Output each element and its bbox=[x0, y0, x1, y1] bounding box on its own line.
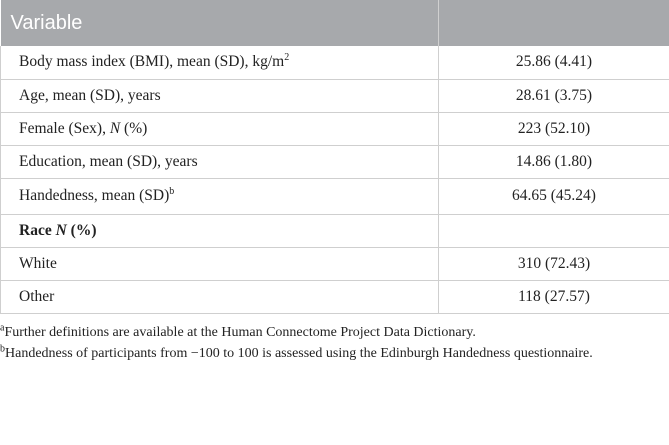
header-row: Variable bbox=[0, 0, 669, 46]
label-cell: Handedness, mean (SD)b bbox=[0, 178, 439, 215]
label: Female (Sex), bbox=[19, 119, 110, 137]
label-cell: White bbox=[0, 247, 439, 281]
label: Race bbox=[19, 221, 56, 239]
value-cell: 25.86 (4.41) bbox=[438, 46, 669, 80]
value-cell bbox=[438, 214, 669, 248]
row: Handedness, mean (SD)b 64.65 (45.24) bbox=[0, 178, 669, 215]
row: White 310 (72.43) bbox=[0, 247, 669, 281]
value-cell: 223 (52.10) bbox=[438, 112, 669, 146]
label-cell: Education, mean (SD), years bbox=[0, 145, 439, 179]
row: Body mass index (BMI), mean (SD), kg/m2 … bbox=[0, 46, 669, 80]
superscript: 2 bbox=[284, 52, 290, 64]
header-cell bbox=[438, 0, 669, 46]
label: Body mass index (BMI), mean (SD), kg/m bbox=[19, 53, 285, 71]
data-table: Variable Body mass index (BMI), mean (SD… bbox=[0, 0, 669, 314]
row: Race N (%) bbox=[0, 214, 669, 248]
value-cell: 14.86 (1.80) bbox=[438, 145, 669, 179]
label-cell: Female (Sex), N (%) bbox=[0, 112, 439, 146]
footnote-text: Handedness of participants from −100 to … bbox=[5, 345, 593, 361]
row: Education, mean (SD), years 14.86 (1.80) bbox=[0, 145, 669, 179]
footnote-mark: a bbox=[0, 321, 5, 333]
row: Female (Sex), N (%) 223 (52.10) bbox=[0, 112, 669, 146]
footnote: bHandedness of participants from −100 to… bbox=[0, 343, 669, 364]
label: (%) bbox=[120, 119, 148, 137]
footnote-mark: b bbox=[0, 342, 5, 354]
footnote-text: Further definitions are available at the… bbox=[4, 324, 476, 340]
value-cell: 310 (72.43) bbox=[438, 247, 669, 281]
row: Other 118 (27.57) bbox=[0, 280, 669, 314]
footnotes: aFurther definitions are available at th… bbox=[0, 322, 669, 364]
label-italic: N bbox=[55, 221, 67, 239]
label: Handedness, mean (SD) bbox=[19, 187, 170, 204]
label-cell: Body mass index (BMI), mean (SD), kg/m2 bbox=[0, 46, 439, 80]
superscript: b bbox=[169, 185, 175, 197]
label-cell: Other bbox=[0, 280, 439, 314]
label: (%) bbox=[66, 221, 97, 239]
label-cell: Age, mean (SD), years bbox=[0, 79, 439, 113]
value-cell: 64.65 (45.24) bbox=[438, 178, 669, 215]
row: Age, mean (SD), years 28.61 (3.75) bbox=[0, 79, 669, 113]
footnote: aFurther definitions are available at th… bbox=[0, 322, 669, 343]
label-italic: N bbox=[109, 119, 121, 137]
header-cell: Variable bbox=[0, 0, 439, 46]
value-cell: 28.61 (3.75) bbox=[438, 79, 669, 113]
value-cell: 118 (27.57) bbox=[438, 280, 669, 314]
label-cell: Race N (%) bbox=[0, 214, 439, 248]
